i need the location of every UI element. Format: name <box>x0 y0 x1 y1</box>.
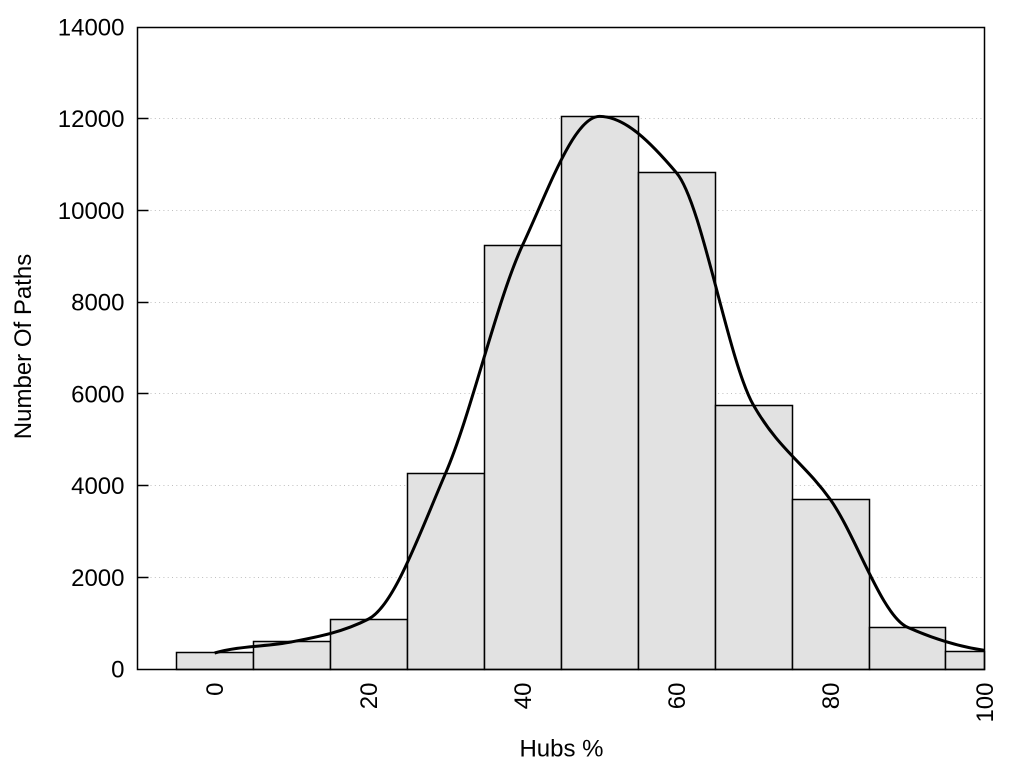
svg-text:100: 100 <box>972 683 999 723</box>
svg-text:6000: 6000 <box>71 381 124 408</box>
svg-text:10000: 10000 <box>58 198 125 225</box>
svg-text:12000: 12000 <box>58 106 125 133</box>
svg-text:60: 60 <box>664 683 691 710</box>
svg-text:2000: 2000 <box>71 565 124 592</box>
svg-text:Number Of Paths: Number Of Paths <box>10 254 37 439</box>
svg-text:0: 0 <box>202 683 229 696</box>
svg-text:40: 40 <box>510 683 537 710</box>
svg-text:Hubs %: Hubs % <box>519 736 603 763</box>
svg-text:14000: 14000 <box>58 15 125 42</box>
svg-text:80: 80 <box>818 683 845 710</box>
svg-text:8000: 8000 <box>71 290 124 317</box>
svg-text:20: 20 <box>356 683 383 710</box>
svg-text:4000: 4000 <box>71 473 124 500</box>
svg-text:0: 0 <box>111 657 124 684</box>
